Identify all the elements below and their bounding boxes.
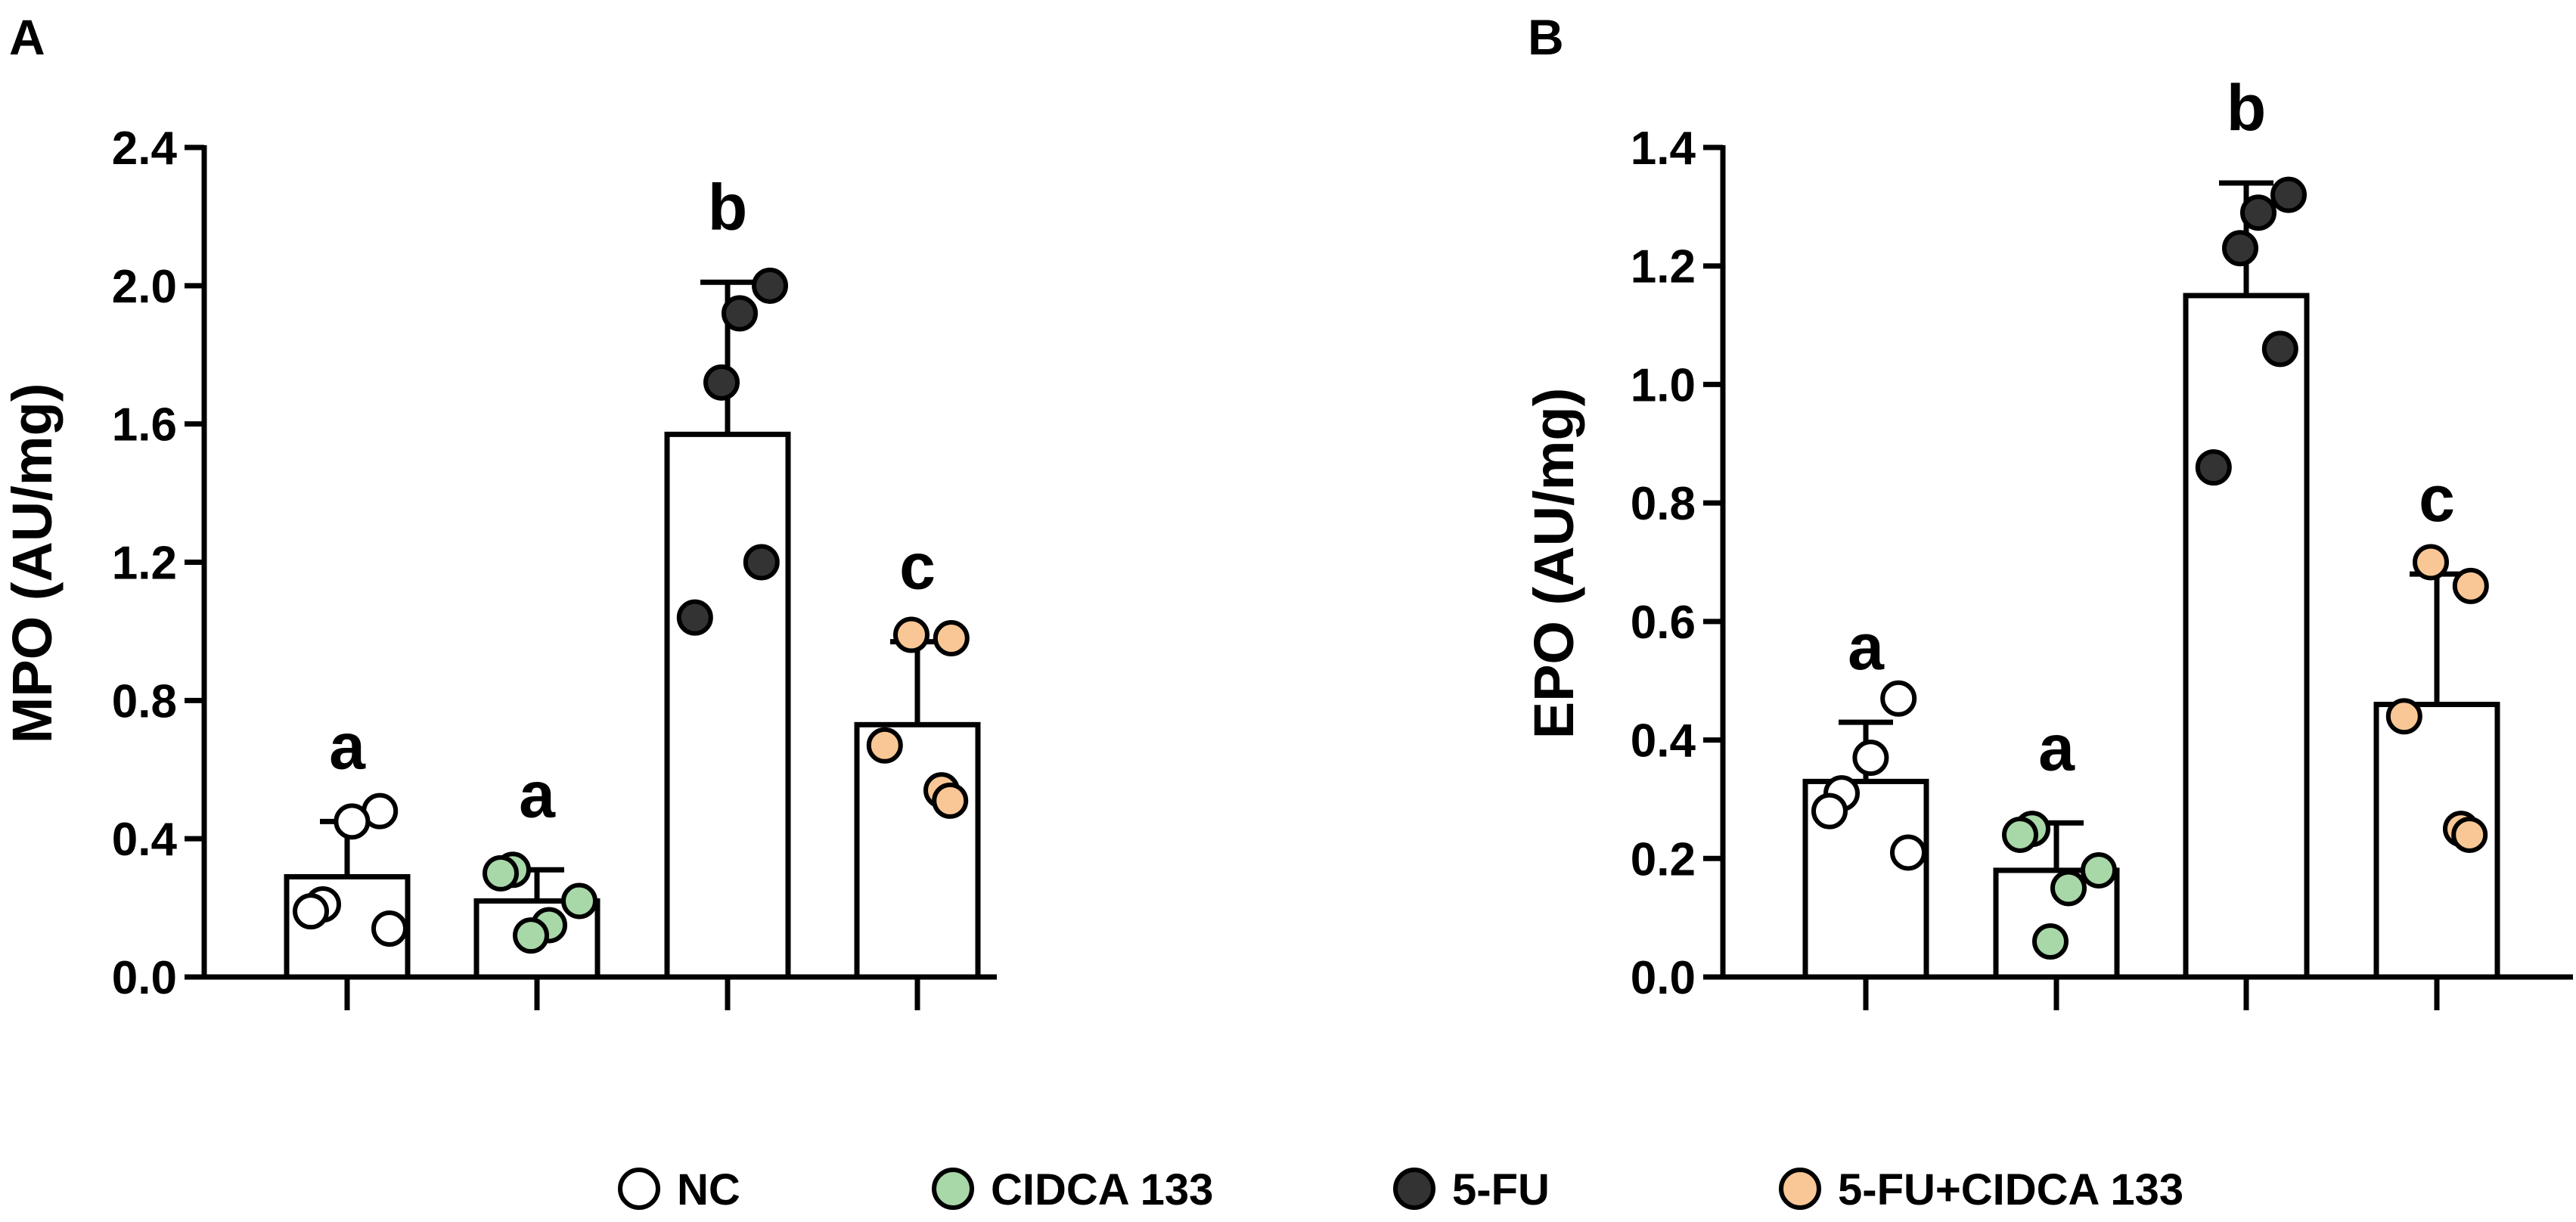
data-point	[703, 364, 740, 401]
panel-label: B	[1528, 9, 1564, 65]
y-tick-label: 1.2	[112, 538, 177, 590]
legend-marker	[1393, 1168, 1435, 1210]
legend-marker	[932, 1168, 974, 1210]
y-tick-label: 0.0	[1631, 952, 1696, 1004]
y-tick-label: 2.0	[112, 261, 177, 313]
panel-label: A	[9, 9, 45, 65]
data-point	[1811, 792, 1848, 830]
panel-epo-chart: B EPO (AU/mg) 0.0 0.2 0.4 0.6 0.8 1.0 1.2 1.4 a a b c	[1522, 9, 2573, 1010]
legend: NC CIDCA 133 5-FU 5-FU+CIDCA 133	[618, 1165, 2183, 1214]
data-point	[752, 267, 788, 304]
data-point	[2002, 816, 2038, 853]
legend-label: 5-FU+CIDCA 133	[1838, 1165, 2183, 1214]
data-point	[1890, 834, 1926, 871]
legend-label: CIDCA 133	[991, 1165, 1213, 1214]
data-point	[561, 882, 597, 920]
significance-label: c	[2419, 463, 2455, 535]
legend-marker	[1779, 1168, 1821, 1210]
significance-label: a	[2038, 712, 2075, 784]
y-tick-label: 2.4	[112, 123, 178, 175]
y-tick-label: 0.8	[1631, 478, 1696, 530]
data-point	[743, 544, 780, 581]
data-point	[932, 782, 969, 819]
data-point	[2413, 544, 2449, 581]
significance-label: a	[519, 758, 556, 831]
data-point	[893, 616, 930, 653]
data-point	[293, 893, 329, 930]
data-point	[2240, 194, 2277, 231]
y-tick-label: 0.4	[1631, 715, 1696, 768]
y-tick-label: 1.6	[112, 399, 177, 451]
data-point	[722, 295, 758, 332]
y-tick-label: 1.0	[1631, 359, 1696, 411]
significance-label: b	[2227, 72, 2267, 144]
significance-label: b	[708, 171, 748, 243]
y-tick-label: 1.4	[1631, 123, 1696, 175]
y-axis-title: EPO (AU/mg)	[1522, 388, 1585, 740]
y-tick-label: 1.2	[1631, 241, 1696, 293]
significance-label: a	[329, 710, 366, 783]
y-axis-title: MPO (AU/mg)	[1, 383, 64, 744]
data-point	[2385, 698, 2422, 735]
data-point	[676, 599, 713, 636]
data-point	[513, 917, 549, 954]
data-point	[1852, 740, 1889, 777]
data-point	[1880, 680, 1917, 717]
y-tick-label: 0.6	[1631, 597, 1696, 649]
y-tick-label: 0.8	[112, 675, 177, 727]
significance-label: c	[899, 531, 936, 603]
data-point	[371, 910, 408, 948]
legend-label: NC	[677, 1165, 740, 1214]
legend-label: 5-FU	[1452, 1165, 1550, 1214]
panel-mpo-chart: A MPO (AU/mg) 0.0 0.4 0.8 1.2 1.6 2.0 2.4 a a b c	[1, 9, 997, 1010]
data-point	[933, 620, 970, 657]
data-point	[2452, 567, 2489, 604]
data-point	[483, 854, 519, 892]
legend-marker	[618, 1168, 660, 1210]
data-point	[2451, 816, 2488, 853]
bar	[1802, 778, 1929, 980]
bar	[664, 431, 791, 980]
data-point	[2195, 449, 2232, 486]
data-point	[334, 803, 371, 840]
data-point	[2081, 851, 2117, 889]
data-point	[866, 727, 903, 764]
data-point	[2050, 870, 2087, 907]
data-point	[2222, 230, 2258, 267]
bar	[2183, 293, 2310, 980]
significance-label: a	[1848, 611, 1885, 684]
y-tick-label: 0.2	[1631, 833, 1696, 885]
y-tick-label: 0.0	[112, 952, 177, 1004]
data-point	[2270, 176, 2307, 213]
y-tick-label: 0.4	[112, 814, 178, 866]
data-point	[2032, 923, 2069, 960]
bar	[854, 721, 981, 980]
data-point	[2261, 330, 2298, 368]
